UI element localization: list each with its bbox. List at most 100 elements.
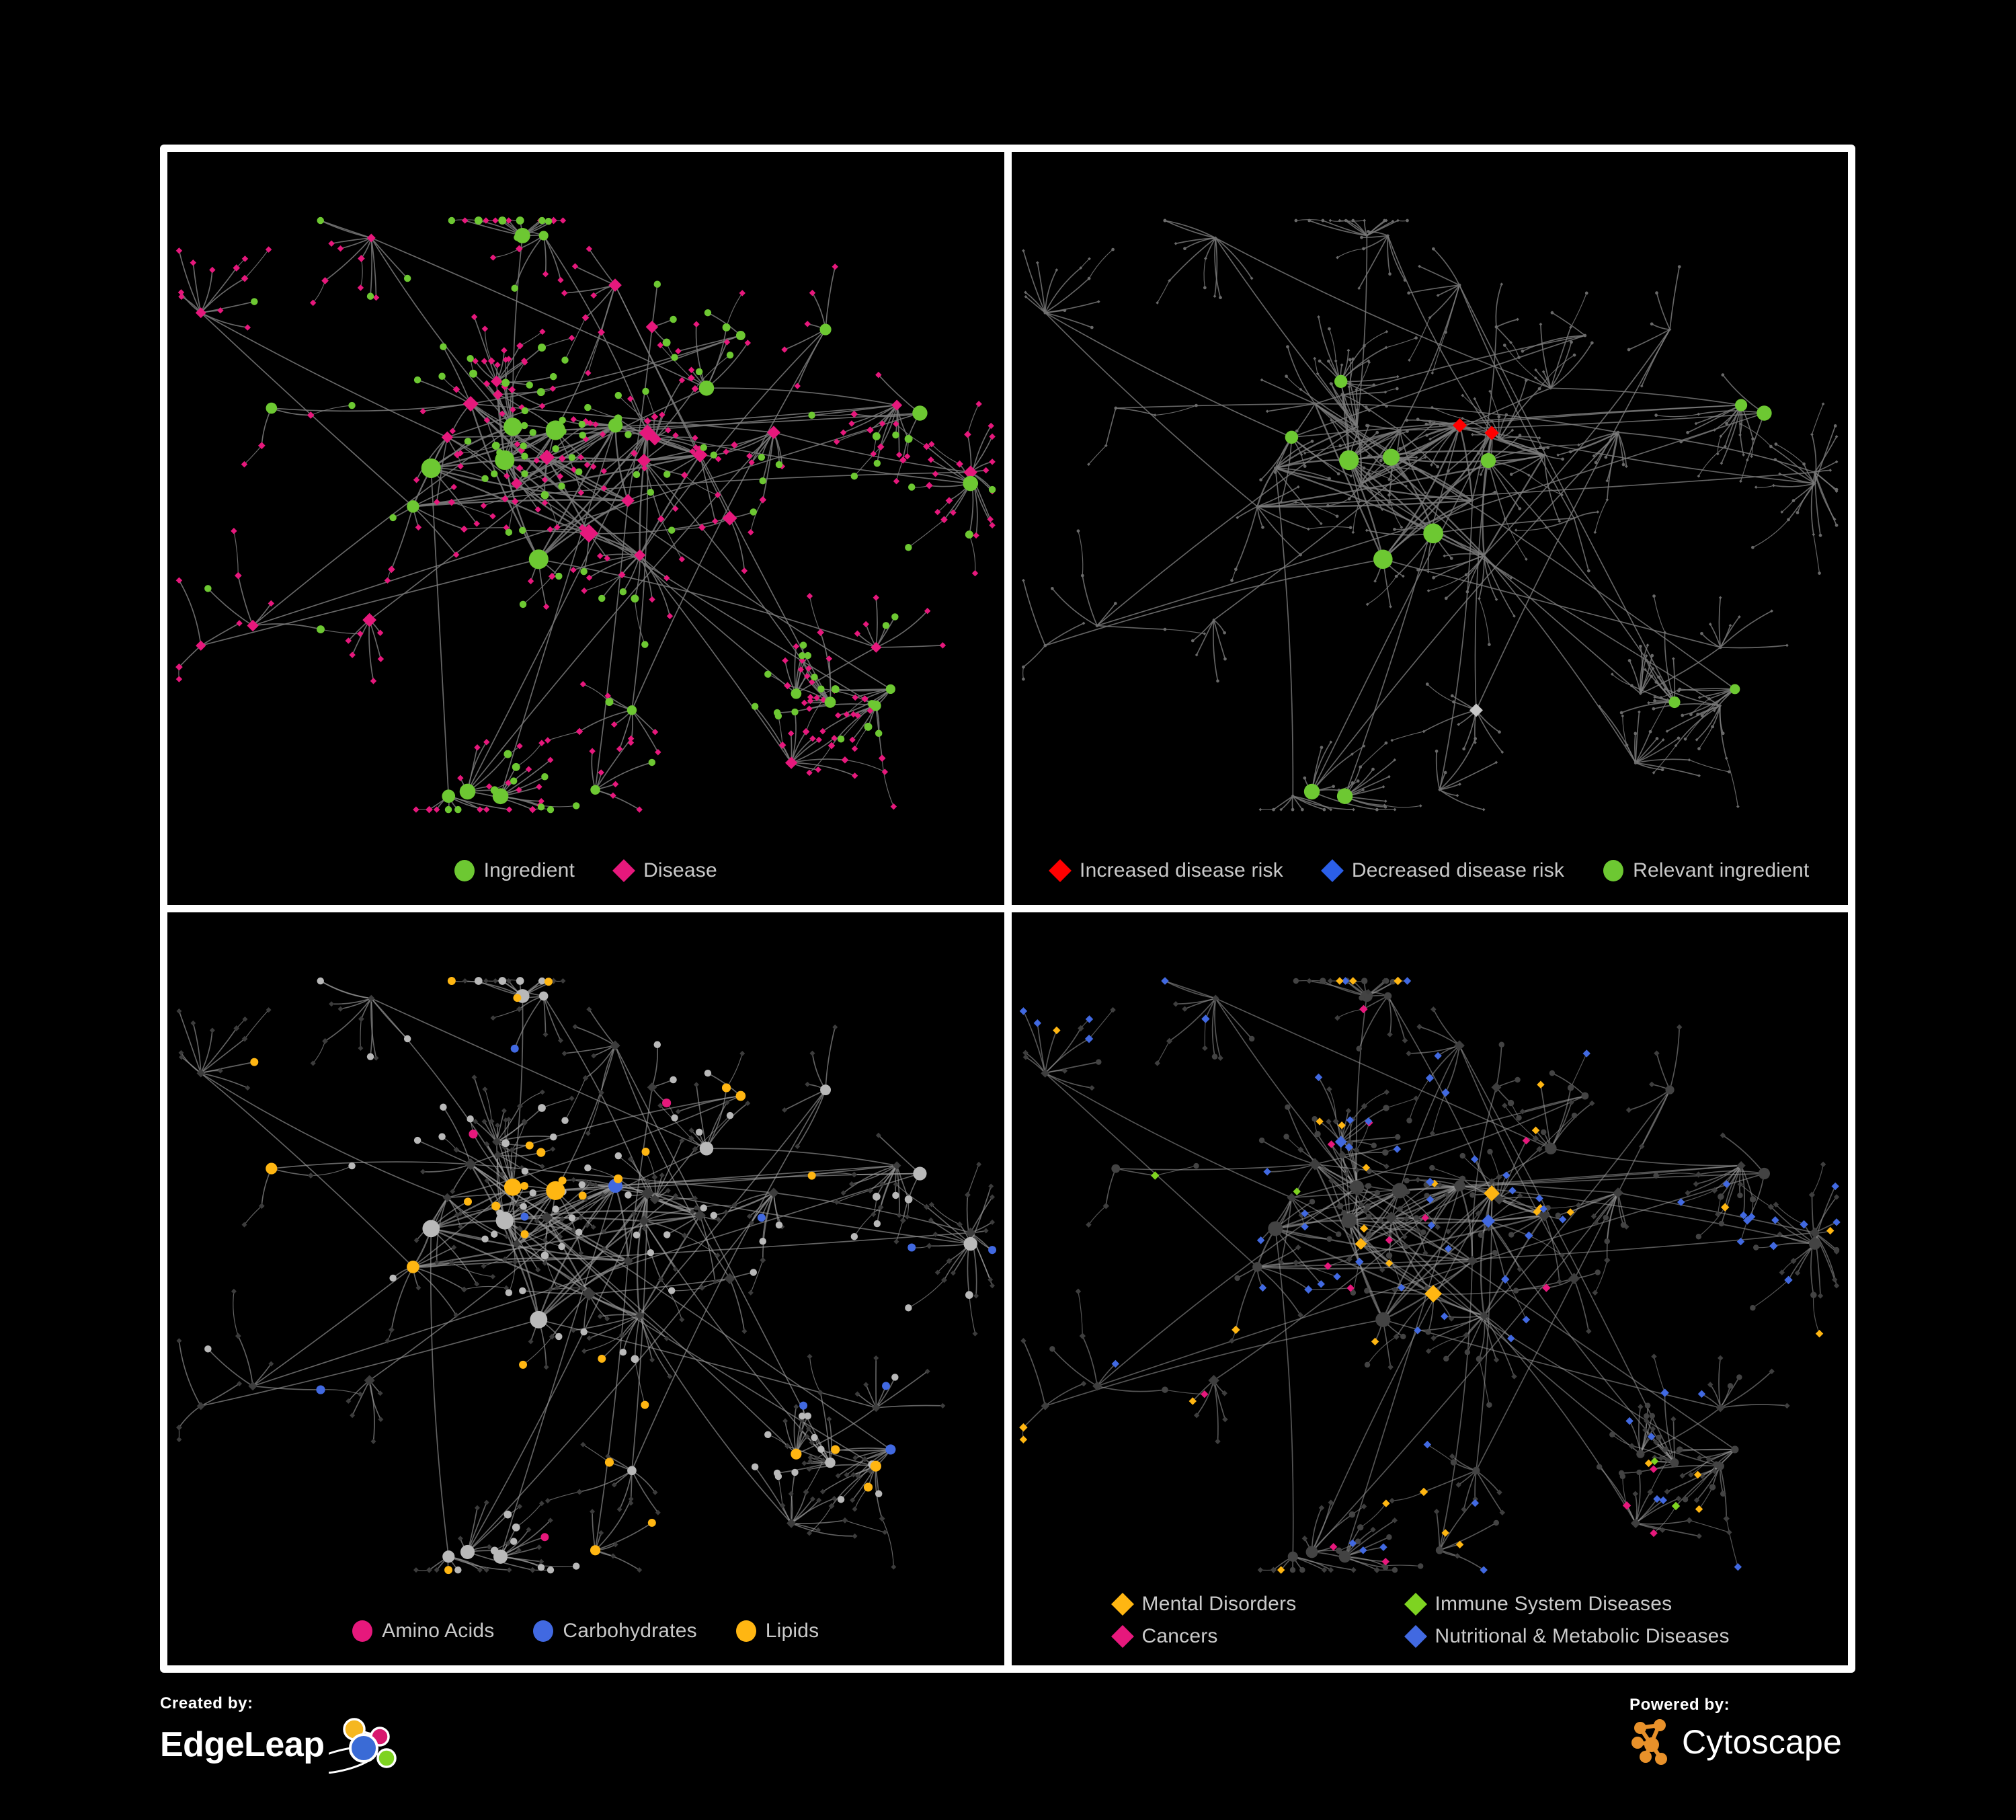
- graph-node-disease[interactable]: [1202, 632, 1206, 636]
- graph-node-disease[interactable]: [1592, 530, 1597, 535]
- graph-node-ingredient[interactable]: [837, 736, 845, 743]
- graph-node-disease[interactable]: [538, 740, 545, 746]
- graph-node-disease[interactable]: [178, 1054, 184, 1060]
- graph-node-ingredient[interactable]: [1729, 684, 1740, 695]
- graph-node-disease[interactable]: [678, 556, 686, 563]
- graph-node-disease[interactable]: [636, 806, 643, 813]
- graph-node-disease[interactable]: [893, 1181, 899, 1187]
- graph-node-disease[interactable]: [372, 294, 380, 301]
- graph-node-ingredient[interactable]: [540, 1251, 549, 1260]
- graph-node-ingredient[interactable]: [1326, 1236, 1332, 1242]
- graph-node-disease[interactable]: [667, 1374, 673, 1380]
- graph-node-disease[interactable]: [1317, 1280, 1325, 1288]
- graph-node-disease[interactable]: [1412, 1095, 1419, 1101]
- graph-node-ingredient[interactable]: [1358, 994, 1365, 1001]
- graph-node-disease[interactable]: [631, 1210, 637, 1217]
- graph-node-disease[interactable]: [871, 1212, 877, 1218]
- graph-node-disease[interactable]: [1085, 1222, 1092, 1228]
- graph-node-disease[interactable]: [1250, 276, 1254, 280]
- graph-node-ingredient[interactable]: [825, 1457, 836, 1468]
- graph-node-ingredient[interactable]: [1810, 1292, 1817, 1298]
- graph-node-disease[interactable]: [892, 1161, 901, 1170]
- graph-node-disease[interactable]: [1472, 397, 1476, 401]
- graph-node-disease[interactable]: [345, 637, 352, 644]
- graph-node-disease[interactable]: [784, 682, 791, 690]
- graph-node-disease[interactable]: [1402, 1037, 1408, 1043]
- graph-node-disease[interactable]: [741, 567, 748, 574]
- graph-node-disease[interactable]: [895, 451, 903, 459]
- graph-node-disease[interactable]: [616, 1506, 622, 1512]
- graph-node-disease[interactable]: [899, 456, 907, 464]
- graph-node-disease[interactable]: [941, 1277, 947, 1283]
- graph-node-disease[interactable]: [1610, 672, 1614, 676]
- graph-node-disease[interactable]: [1773, 1201, 1779, 1208]
- graph-node-disease[interactable]: [1585, 1328, 1592, 1335]
- graph-node-ingredient[interactable]: [1818, 533, 1822, 537]
- graph-node-disease[interactable]: [481, 1119, 487, 1125]
- graph-node-ingredient[interactable]: [1649, 674, 1653, 678]
- graph-node-disease[interactable]: [1334, 359, 1338, 363]
- graph-node-ingredient[interactable]: [1750, 437, 1755, 441]
- graph-node-ingredient[interactable]: [631, 1355, 639, 1363]
- graph-node-disease[interactable]: [571, 263, 579, 270]
- graph-node-ingredient[interactable]: [1394, 1134, 1400, 1140]
- graph-node-disease[interactable]: [592, 1182, 598, 1188]
- network-graph-3[interactable]: [167, 912, 1004, 1665]
- graph-node-ingredient[interactable]: [759, 1237, 766, 1245]
- graph-node-disease[interactable]: [1414, 1177, 1420, 1183]
- graph-node-ingredient[interactable]: [699, 1142, 714, 1156]
- graph-node-disease[interactable]: [698, 1285, 705, 1291]
- graph-node-ingredient[interactable]: [1833, 424, 1837, 428]
- graph-node-disease[interactable]: [739, 1050, 745, 1056]
- graph-node-disease[interactable]: [1306, 527, 1310, 531]
- graph-node-disease[interactable]: [1557, 519, 1561, 523]
- panel-disease-risk[interactable]: Increased disease risk Decreased disease…: [1011, 152, 1848, 905]
- graph-node-disease[interactable]: [576, 1489, 583, 1495]
- graph-node-ingredient[interactable]: [1756, 405, 1772, 421]
- graph-node-ingredient[interactable]: [1021, 677, 1025, 681]
- graph-node-ingredient[interactable]: [1350, 219, 1355, 223]
- graph-node-ingredient[interactable]: [1340, 393, 1344, 397]
- graph-node-ingredient[interactable]: [552, 445, 559, 452]
- graph-node-ingredient[interactable]: [572, 802, 580, 809]
- graph-node-ingredient[interactable]: [1335, 1231, 1341, 1237]
- graph-node-disease[interactable]: [1558, 1252, 1565, 1259]
- graph-node-ingredient[interactable]: [872, 432, 881, 440]
- graph-node-ingredient[interactable]: [578, 420, 586, 428]
- graph-node-ingredient[interactable]: [1654, 413, 1658, 417]
- graph-node-disease[interactable]: [928, 457, 934, 463]
- graph-node-ingredient[interactable]: [1445, 432, 1449, 436]
- graph-node-disease[interactable]: [490, 1273, 496, 1279]
- graph-node-disease[interactable]: [1695, 738, 1698, 742]
- graph-node-ingredient[interactable]: [1586, 569, 1590, 573]
- graph-node-disease[interactable]: [842, 1517, 848, 1524]
- graph-node-ingredient[interactable]: [407, 1261, 419, 1273]
- graph-node-ingredient[interactable]: [726, 1111, 734, 1119]
- graph-node-disease[interactable]: [679, 1138, 685, 1144]
- graph-node-disease[interactable]: [413, 1237, 419, 1243]
- graph-node-disease[interactable]: [678, 377, 686, 384]
- graph-node-disease[interactable]: [692, 1195, 698, 1201]
- graph-node-disease[interactable]: [265, 246, 272, 253]
- graph-node-ingredient[interactable]: [751, 1463, 759, 1470]
- graph-node-disease[interactable]: [1077, 1025, 1084, 1032]
- graph-node-ingredient[interactable]: [1385, 1252, 1392, 1259]
- graph-node-disease[interactable]: [178, 1050, 184, 1056]
- graph-node-ingredient[interactable]: [642, 387, 649, 395]
- graph-node-ingredient[interactable]: [1303, 465, 1307, 468]
- graph-node-disease[interactable]: [388, 565, 395, 573]
- graph-node-disease[interactable]: [426, 1567, 432, 1573]
- graph-node-disease[interactable]: [453, 1312, 459, 1318]
- graph-node-ingredient[interactable]: [1627, 348, 1630, 352]
- graph-node-disease[interactable]: [722, 510, 737, 526]
- graph-node-disease[interactable]: [988, 1183, 994, 1189]
- graph-node-disease[interactable]: [793, 643, 800, 650]
- graph-node-disease[interactable]: [482, 1086, 488, 1093]
- graph-node-disease[interactable]: [804, 1433, 810, 1439]
- graph-node-disease[interactable]: [893, 1238, 899, 1244]
- graph-node-ingredient[interactable]: [1416, 418, 1420, 422]
- graph-node-disease[interactable]: [934, 1269, 940, 1275]
- graph-node-disease[interactable]: [483, 381, 491, 387]
- graph-node-disease[interactable]: [610, 1040, 620, 1051]
- graph-node-ingredient[interactable]: [1203, 286, 1207, 290]
